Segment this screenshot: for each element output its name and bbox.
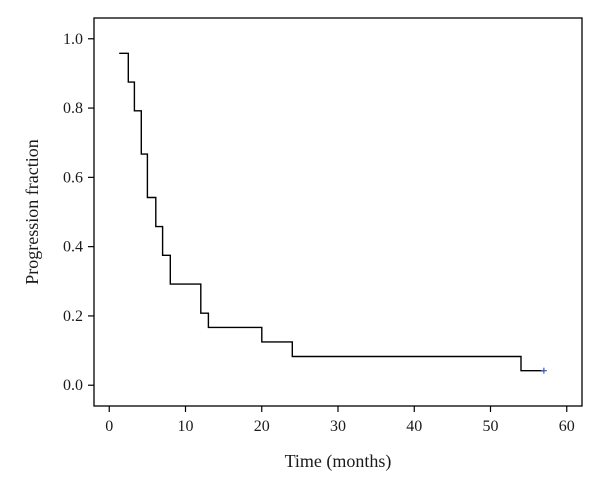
censor-mark	[540, 367, 547, 374]
plot-frame	[93, 17, 583, 407]
x-tick-label: 60	[559, 418, 575, 435]
series-layer	[119, 52, 547, 374]
y-tick-label: 0.4	[63, 239, 83, 256]
y-axis: 0.0 0.2 0.4 0.6 0.8 1.0	[63, 31, 94, 394]
y-tick-label: 1.0	[63, 31, 83, 48]
x-axis: 0 10 20 30 40 50 60	[105, 406, 575, 435]
x-axis-label: Time (months)	[285, 451, 392, 472]
y-tick-label: 0.6	[63, 169, 83, 186]
x-tick-label: 0	[105, 418, 113, 435]
y-tick-label: 0.2	[63, 308, 83, 325]
x-tick-label: 10	[178, 418, 194, 435]
x-tick-label: 20	[254, 418, 270, 435]
survival-step-line	[119, 52, 544, 372]
y-tick-label: 0.8	[63, 100, 83, 117]
x-tick-label: 50	[483, 418, 499, 435]
y-axis-label: Progression fraction	[22, 139, 42, 284]
y-tick-label: 0.0	[63, 377, 83, 394]
x-tick-label: 40	[406, 418, 422, 435]
x-tick-label: 30	[330, 418, 346, 435]
